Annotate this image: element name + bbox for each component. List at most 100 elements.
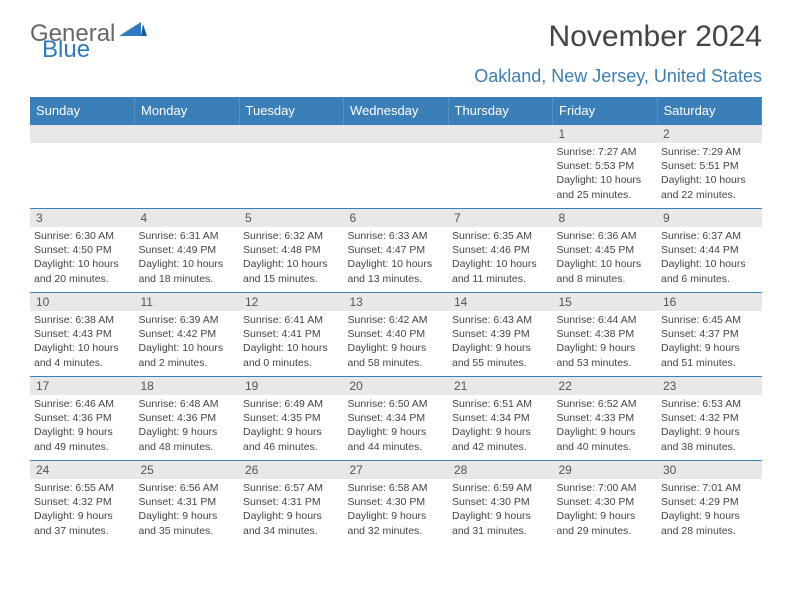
daylight-text: Daylight: 9 hours and 46 minutes.	[243, 425, 340, 453]
day-number: 2	[657, 125, 762, 143]
calendar-cell: 4Sunrise: 6:31 AMSunset: 4:49 PMDaylight…	[135, 209, 240, 293]
daylight-text: Daylight: 10 hours and 4 minutes.	[34, 341, 131, 369]
day-number: 4	[135, 209, 240, 227]
day-number: 22	[553, 377, 658, 395]
daylight-text: Daylight: 10 hours and 15 minutes.	[243, 257, 340, 285]
sunrise-text: Sunrise: 7:27 AM	[557, 145, 654, 159]
calendar-cell: 13Sunrise: 6:42 AMSunset: 4:40 PMDayligh…	[344, 293, 449, 377]
day-content: Sunrise: 6:33 AMSunset: 4:47 PMDaylight:…	[344, 227, 449, 290]
sunrise-text: Sunrise: 6:51 AM	[452, 397, 549, 411]
sunset-text: Sunset: 4:48 PM	[243, 243, 340, 257]
calendar-cell: 22Sunrise: 6:52 AMSunset: 4:33 PMDayligh…	[553, 377, 658, 461]
day-number: 29	[553, 461, 658, 479]
day-number: 24	[30, 461, 135, 479]
sunset-text: Sunset: 4:39 PM	[452, 327, 549, 341]
sunrise-text: Sunrise: 6:45 AM	[661, 313, 758, 327]
day-content: Sunrise: 6:31 AMSunset: 4:49 PMDaylight:…	[135, 227, 240, 290]
day-content: Sunrise: 6:57 AMSunset: 4:31 PMDaylight:…	[239, 479, 344, 542]
day-number: 20	[344, 377, 449, 395]
day-number: 28	[448, 461, 553, 479]
sunset-text: Sunset: 4:31 PM	[139, 495, 236, 509]
day-number: 7	[448, 209, 553, 227]
day-number: 3	[30, 209, 135, 227]
calendar-cell: 30Sunrise: 7:01 AMSunset: 4:29 PMDayligh…	[657, 461, 762, 545]
sunset-text: Sunset: 4:34 PM	[452, 411, 549, 425]
day-content: Sunrise: 6:44 AMSunset: 4:38 PMDaylight:…	[553, 311, 658, 374]
calendar-header-row: Sunday Monday Tuesday Wednesday Thursday…	[30, 97, 762, 125]
calendar-row: 24Sunrise: 6:55 AMSunset: 4:32 PMDayligh…	[30, 461, 762, 545]
calendar-row: 17Sunrise: 6:46 AMSunset: 4:36 PMDayligh…	[30, 377, 762, 461]
day-content: Sunrise: 6:30 AMSunset: 4:50 PMDaylight:…	[30, 227, 135, 290]
day-content: Sunrise: 6:58 AMSunset: 4:30 PMDaylight:…	[344, 479, 449, 542]
daylight-text: Daylight: 10 hours and 8 minutes.	[557, 257, 654, 285]
sunset-text: Sunset: 4:30 PM	[557, 495, 654, 509]
calendar-cell: 10Sunrise: 6:38 AMSunset: 4:43 PMDayligh…	[30, 293, 135, 377]
calendar-table: Sunday Monday Tuesday Wednesday Thursday…	[30, 97, 762, 545]
day-number: 16	[657, 293, 762, 311]
location-text: Oakland, New Jersey, United States	[30, 66, 762, 87]
calendar-cell: 6Sunrise: 6:33 AMSunset: 4:47 PMDaylight…	[344, 209, 449, 293]
day-number: 19	[239, 377, 344, 395]
daylight-text: Daylight: 9 hours and 53 minutes.	[557, 341, 654, 369]
sunrise-text: Sunrise: 6:32 AM	[243, 229, 340, 243]
daylight-text: Daylight: 10 hours and 0 minutes.	[243, 341, 340, 369]
sunset-text: Sunset: 4:31 PM	[243, 495, 340, 509]
sunrise-text: Sunrise: 6:49 AM	[243, 397, 340, 411]
sunset-text: Sunset: 5:53 PM	[557, 159, 654, 173]
daylight-text: Daylight: 9 hours and 58 minutes.	[348, 341, 445, 369]
sunset-text: Sunset: 4:40 PM	[348, 327, 445, 341]
sunset-text: Sunset: 4:44 PM	[661, 243, 758, 257]
calendar-cell: 16Sunrise: 6:45 AMSunset: 4:37 PMDayligh…	[657, 293, 762, 377]
calendar-cell: 28Sunrise: 6:59 AMSunset: 4:30 PMDayligh…	[448, 461, 553, 545]
daylight-text: Daylight: 9 hours and 37 minutes.	[34, 509, 131, 537]
day-content: Sunrise: 6:45 AMSunset: 4:37 PMDaylight:…	[657, 311, 762, 374]
day-number: 27	[344, 461, 449, 479]
logo-icon	[119, 15, 147, 43]
sunset-text: Sunset: 4:32 PM	[661, 411, 758, 425]
sunset-text: Sunset: 4:41 PM	[243, 327, 340, 341]
day-content: Sunrise: 7:27 AMSunset: 5:53 PMDaylight:…	[553, 143, 658, 206]
calendar-cell: 12Sunrise: 6:41 AMSunset: 4:41 PMDayligh…	[239, 293, 344, 377]
calendar-row: 3Sunrise: 6:30 AMSunset: 4:50 PMDaylight…	[30, 209, 762, 293]
calendar-cell: 14Sunrise: 6:43 AMSunset: 4:39 PMDayligh…	[448, 293, 553, 377]
calendar-cell: 24Sunrise: 6:55 AMSunset: 4:32 PMDayligh…	[30, 461, 135, 545]
daylight-text: Daylight: 9 hours and 51 minutes.	[661, 341, 758, 369]
day-content: Sunrise: 6:49 AMSunset: 4:35 PMDaylight:…	[239, 395, 344, 458]
day-number: 21	[448, 377, 553, 395]
day-content: Sunrise: 6:50 AMSunset: 4:34 PMDaylight:…	[344, 395, 449, 458]
day-content: Sunrise: 6:43 AMSunset: 4:39 PMDaylight:…	[448, 311, 553, 374]
day-number: 10	[30, 293, 135, 311]
sunset-text: Sunset: 4:50 PM	[34, 243, 131, 257]
sunrise-text: Sunrise: 6:48 AM	[139, 397, 236, 411]
sunset-text: Sunset: 4:30 PM	[452, 495, 549, 509]
sunset-text: Sunset: 4:32 PM	[34, 495, 131, 509]
sunset-text: Sunset: 5:51 PM	[661, 159, 758, 173]
day-number: 23	[657, 377, 762, 395]
sunrise-text: Sunrise: 6:44 AM	[557, 313, 654, 327]
daylight-text: Daylight: 9 hours and 29 minutes.	[557, 509, 654, 537]
day-content: Sunrise: 6:53 AMSunset: 4:32 PMDaylight:…	[657, 395, 762, 458]
sunrise-text: Sunrise: 6:38 AM	[34, 313, 131, 327]
calendar-cell: 1Sunrise: 7:27 AMSunset: 5:53 PMDaylight…	[553, 125, 658, 209]
calendar-cell: 8Sunrise: 6:36 AMSunset: 4:45 PMDaylight…	[553, 209, 658, 293]
sunrise-text: Sunrise: 6:53 AM	[661, 397, 758, 411]
sunset-text: Sunset: 4:49 PM	[139, 243, 236, 257]
calendar-cell: 27Sunrise: 6:58 AMSunset: 4:30 PMDayligh…	[344, 461, 449, 545]
daylight-text: Daylight: 10 hours and 25 minutes.	[557, 173, 654, 201]
day-number: 11	[135, 293, 240, 311]
calendar-cell: 26Sunrise: 6:57 AMSunset: 4:31 PMDayligh…	[239, 461, 344, 545]
calendar-cell	[344, 125, 449, 209]
col-tuesday: Tuesday	[239, 97, 344, 125]
calendar-cell	[239, 125, 344, 209]
day-number: 8	[553, 209, 658, 227]
col-thursday: Thursday	[448, 97, 553, 125]
day-content: Sunrise: 6:32 AMSunset: 4:48 PMDaylight:…	[239, 227, 344, 290]
sunset-text: Sunset: 4:38 PM	[557, 327, 654, 341]
daylight-text: Daylight: 9 hours and 35 minutes.	[139, 509, 236, 537]
sunset-text: Sunset: 4:36 PM	[139, 411, 236, 425]
calendar-cell	[448, 125, 553, 209]
daylight-text: Daylight: 9 hours and 40 minutes.	[557, 425, 654, 453]
day-number: 25	[135, 461, 240, 479]
daylight-text: Daylight: 9 hours and 55 minutes.	[452, 341, 549, 369]
daylight-text: Daylight: 9 hours and 42 minutes.	[452, 425, 549, 453]
